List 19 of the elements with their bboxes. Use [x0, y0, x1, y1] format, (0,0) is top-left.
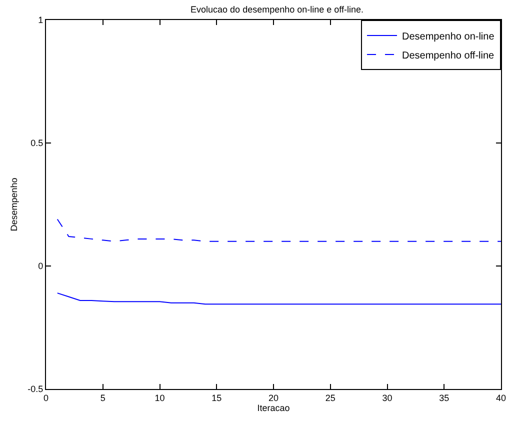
x-tick-label: 10: [154, 392, 165, 403]
y-axis-title: Desempenho: [9, 178, 20, 232]
x-tick-label: 25: [325, 392, 336, 403]
line-series: [56, 218, 501, 242]
x-axis-title: Iteracao: [257, 402, 290, 413]
x-tick-label: 15: [212, 392, 222, 403]
chart-title: Evolucao do desempenho on-line e off-line.: [190, 4, 364, 15]
y-tick-label: -0.5: [28, 384, 44, 394]
y-tick-label: 0: [38, 261, 44, 272]
legend-label: Desempenho on-line: [402, 31, 495, 42]
x-tick-label: 40: [496, 392, 506, 403]
x-tick-label: 20: [268, 392, 279, 403]
x-tick-label: 5: [100, 392, 106, 403]
x-tick-label: 30: [382, 392, 392, 403]
y-tick-label: 1: [38, 15, 44, 26]
y-tick-label: 0.5: [30, 138, 44, 148]
line-series: [56, 292, 501, 305]
x-tick-label: 35: [439, 392, 450, 403]
legend-label: Desempenho off-line: [402, 50, 495, 62]
